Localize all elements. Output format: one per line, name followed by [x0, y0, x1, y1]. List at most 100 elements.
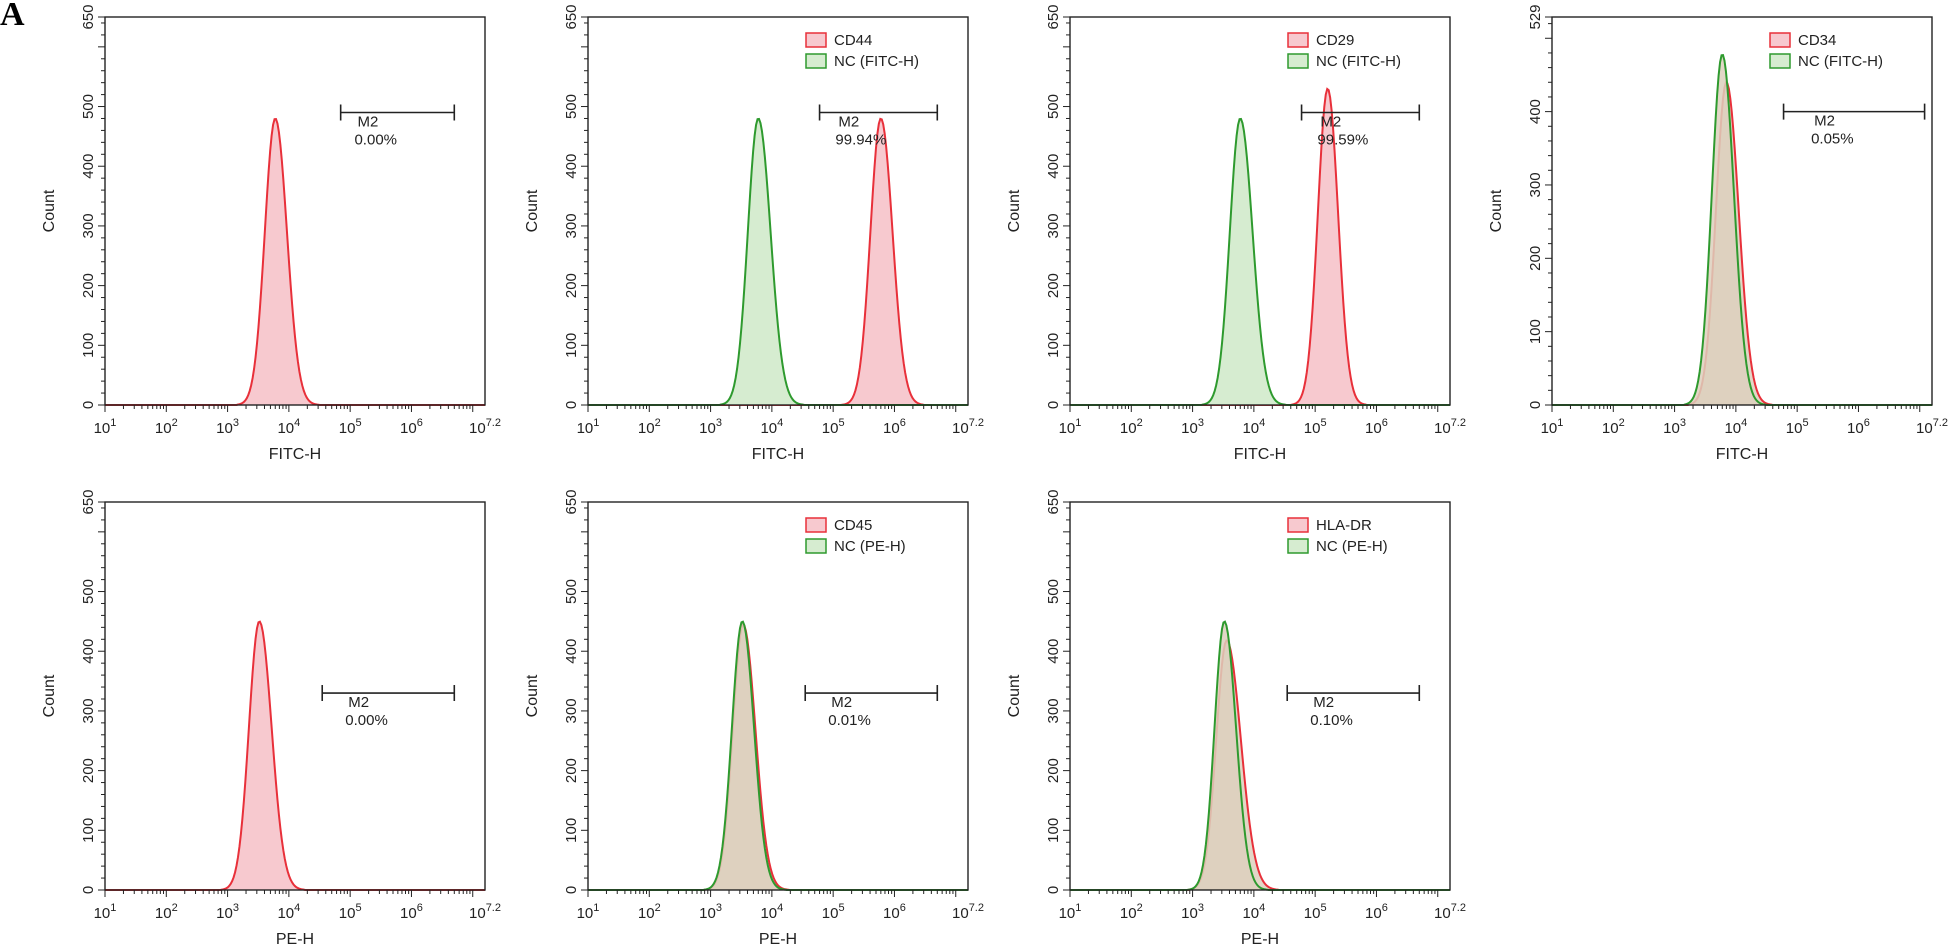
x-tick-exponent: 7.2	[969, 902, 984, 914]
x-tick-exponent: 2	[1137, 902, 1143, 914]
x-tick-exponent: 4	[294, 902, 300, 914]
x-tick-exponent: 7.2	[486, 902, 501, 914]
x-tick-exponent: 6	[417, 902, 423, 914]
x-tick-label: 105	[1304, 902, 1327, 922]
legend-swatch	[1769, 53, 1791, 69]
x-tick-label: 101	[94, 417, 117, 437]
y-tick-label: 650	[80, 4, 97, 29]
y-tick-label: 650	[563, 489, 580, 514]
y-axis-title: Count	[1006, 189, 1023, 232]
x-tick-base: 10	[883, 420, 900, 437]
x-tick-exponent: 6	[1864, 417, 1870, 429]
x-tick-exponent: 1	[110, 417, 116, 429]
x-tick-base: 10	[277, 420, 294, 437]
x-tick-exponent: 7.2	[486, 417, 501, 429]
x-tick-label: 103	[699, 417, 722, 437]
legend-label: CD34	[1798, 32, 1836, 49]
y-tick-label: 100	[563, 818, 580, 843]
y-tick-label: 200	[1527, 246, 1544, 271]
x-tick-base: 10	[1304, 420, 1321, 437]
x-tick-exponent: 3	[716, 902, 722, 914]
x-tick-label: 101	[1541, 417, 1564, 437]
x-tick-exponent: 5	[1320, 417, 1326, 429]
y-tick-label: 300	[80, 698, 97, 723]
y-tick-label: 100	[1045, 333, 1062, 358]
y-tick-label: 500	[1045, 579, 1062, 604]
legend-label: NC (FITC-H)	[1316, 53, 1401, 70]
x-tick-base: 10	[1120, 905, 1137, 922]
x-tick-exponent: 3	[1198, 902, 1204, 914]
gate-label: M2	[1814, 113, 1835, 130]
x-tick-base: 10	[400, 420, 417, 437]
x-tick-exponent: 2	[1619, 417, 1625, 429]
y-tick-label: 300	[1045, 213, 1062, 238]
sample-histogram-fill	[105, 119, 485, 405]
x-tick-label: 106	[1365, 417, 1388, 437]
x-tick-exponent: 6	[1382, 902, 1388, 914]
x-tick-exponent: 5	[1802, 417, 1808, 429]
x-tick-label: 102	[638, 902, 661, 922]
y-tick-label: 100	[80, 818, 97, 843]
x-tick-exponent: 1	[593, 417, 599, 429]
x-tick-exponent: 3	[1198, 417, 1204, 429]
x-tick-base: 10	[155, 905, 172, 922]
y-tick-label: 650	[563, 4, 580, 29]
x-tick-base: 10	[699, 905, 716, 922]
x-tick-base: 10	[1724, 420, 1741, 437]
x-tick-exponent: 4	[777, 902, 783, 914]
x-tick-base: 10	[1365, 420, 1382, 437]
y-tick-label: 300	[1527, 172, 1544, 197]
sample-histogram-line	[105, 620, 485, 891]
y-tick-label: 400	[1527, 99, 1544, 124]
x-tick-label: 101	[94, 902, 117, 922]
x-tick-base: 10	[760, 905, 777, 922]
x-tick-base: 10	[577, 905, 594, 922]
x-tick-base: 10	[216, 905, 233, 922]
y-tick-label: 200	[1045, 758, 1062, 783]
legend-swatch	[805, 517, 827, 533]
x-tick-label: 106	[883, 902, 906, 922]
control-histogram-fill	[588, 621, 968, 890]
x-tick-exponent: 5	[355, 902, 361, 914]
x-tick-label: 103	[1181, 902, 1204, 922]
x-tick-exponent: 2	[1137, 417, 1143, 429]
y-axis-title: Count	[41, 189, 58, 232]
x-tick-label: 104	[760, 902, 783, 922]
y-tick-label: 100	[1527, 319, 1544, 344]
y-tick-label: 300	[80, 213, 97, 238]
x-tick-label: 103	[1181, 417, 1204, 437]
gate-label: M2	[1313, 694, 1334, 711]
legend-swatch	[805, 538, 827, 554]
x-tick-label: 107.2	[952, 902, 984, 922]
y-tick-label: 0	[563, 886, 580, 894]
sample-histogram-fill	[588, 624, 968, 890]
y-tick-label: 500	[80, 579, 97, 604]
gate-label: M2	[357, 114, 378, 131]
x-tick-base: 10	[277, 905, 294, 922]
x-tick-base: 10	[699, 420, 716, 437]
x-tick-label: 101	[577, 417, 600, 437]
sample-histogram-fill	[105, 621, 485, 890]
legend-swatch	[1287, 538, 1309, 554]
y-tick-label: 529	[1527, 4, 1544, 29]
x-tick-label: 106	[1365, 902, 1388, 922]
plot-frame	[1069, 16, 1451, 406]
x-tick-base: 10	[339, 905, 356, 922]
control-histogram-fill	[1070, 118, 1450, 405]
y-tick-label: 200	[80, 758, 97, 783]
x-tick-label: 104	[760, 417, 783, 437]
x-tick-base: 10	[1916, 420, 1933, 437]
x-axis-title: FITC-H	[752, 446, 804, 463]
y-tick-label: 100	[80, 333, 97, 358]
y-tick-label: 300	[563, 698, 580, 723]
control-histogram-fill	[588, 118, 968, 405]
legend-label: CD44	[834, 32, 872, 49]
x-tick-label: 101	[1059, 417, 1082, 437]
x-tick-label: 102	[155, 902, 178, 922]
x-tick-exponent: 3	[233, 417, 239, 429]
